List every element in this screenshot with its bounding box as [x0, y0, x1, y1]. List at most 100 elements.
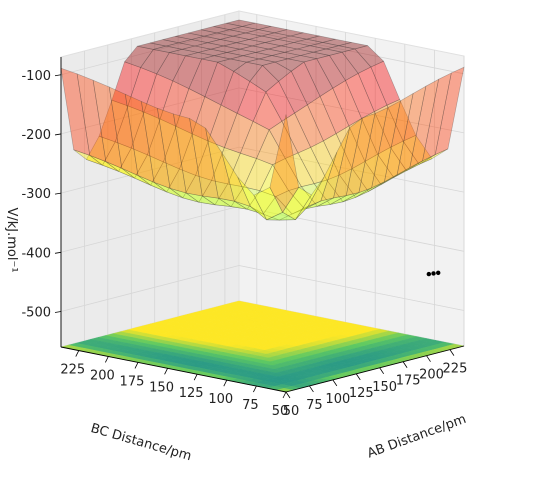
surface-patch: [211, 147, 241, 185]
surface-patch: [294, 104, 324, 148]
surface-patch: [188, 58, 219, 98]
surface-patch: [243, 52, 272, 60]
surface-patch: [163, 125, 193, 170]
ab-tick-mark: [332, 379, 338, 387]
surface-patch: [172, 55, 203, 90]
surface-patch: [169, 48, 199, 57]
surface-patch: [214, 183, 245, 207]
surface-patch: [269, 114, 300, 213]
energy-surface: [60, 19, 465, 221]
surface-patch: [272, 158, 302, 191]
surface-patch: [319, 87, 350, 135]
surface-patch: [166, 42, 195, 50]
surface-patch: [261, 32, 291, 40]
surface-patch: [207, 39, 237, 47]
bc-tick-label: 200: [90, 368, 115, 383]
surface-patch: [204, 32, 234, 40]
ab-tick-mark: [355, 373, 361, 381]
surface-patch: [124, 45, 154, 68]
ab-tick-mark: [426, 355, 431, 362]
surface-patch: [98, 99, 129, 143]
surface-patch: [143, 73, 174, 120]
surface-patch: [358, 107, 389, 194]
surface-patch: [179, 133, 209, 176]
surface-patch: [320, 127, 350, 202]
bc-tick-label: 175: [120, 374, 145, 389]
surface-patch: [351, 161, 382, 192]
surface-patch: [326, 174, 357, 203]
z-tick-mark: [54, 192, 62, 195]
z-tick-mark: [54, 74, 62, 77]
surface-patch: [191, 35, 221, 44]
surface-patch: [307, 95, 337, 142]
surface-patch: [313, 179, 344, 205]
surface-patch: [204, 61, 235, 106]
surface-patch: [335, 125, 366, 170]
surface-patch: [220, 70, 251, 114]
surface-patch: [182, 45, 211, 53]
surface-patch: [396, 85, 427, 176]
surface-patch: [185, 52, 215, 60]
surface-patch: [252, 91, 283, 131]
surface-patch: [328, 51, 359, 81]
surface-patch: [259, 164, 290, 197]
surface-patch: [159, 80, 190, 127]
z-tick-mark: [54, 133, 62, 136]
surface-patch: [348, 118, 378, 162]
surface-patch: [220, 35, 250, 44]
bc-tick-label: 225: [60, 363, 85, 378]
z-grid-line: [60, 87, 465, 135]
surface-patch: [221, 152, 252, 207]
surface-patch: [284, 48, 314, 56]
surface-patch: [198, 180, 229, 206]
surface-patch: [114, 105, 145, 149]
surface-patch: [169, 188, 200, 203]
surface-patch: [207, 104, 238, 148]
surface-patch: [409, 78, 440, 169]
z-tick-mark: [54, 251, 62, 254]
surface-patch: [268, 45, 298, 53]
surface-patch: [223, 42, 253, 50]
surface-patch: [261, 61, 292, 82]
surface-patch: [236, 39, 266, 47]
ab-tick-label: 50: [283, 404, 300, 419]
surface-patch: [338, 42, 368, 50]
surface-patch: [150, 161, 180, 193]
surface-patch: [434, 66, 465, 156]
ab-tick-label: 200: [419, 368, 444, 383]
surface-patch: [297, 147, 328, 185]
surface-patch: [137, 42, 167, 50]
trajectory-point: [426, 271, 432, 277]
surface-patch: [290, 61, 321, 106]
surface-patch: [250, 206, 280, 221]
surface-patch: [316, 55, 346, 89]
surface-patch: [246, 190, 277, 215]
surface-patch: [287, 55, 317, 63]
surface-patch: [389, 140, 420, 172]
surface-patch: [282, 186, 312, 221]
surface-patch: [153, 45, 183, 53]
surface-patch: [342, 187, 372, 203]
surface-patch: [291, 200, 321, 215]
surface-patch: [236, 80, 267, 122]
surface-patch: [357, 66, 388, 113]
surface-patch: [149, 39, 179, 47]
surface-patch: [214, 52, 244, 60]
surface-patch: [309, 42, 339, 50]
surface-patch: [317, 195, 347, 207]
surface-patch: [226, 19, 256, 27]
surface-patch: [173, 113, 203, 197]
surface-patch: [198, 48, 228, 57]
z-tick-labels: -100 -200 -300 -400 -500: [21, 69, 62, 320]
surface-patch: [274, 58, 305, 72]
surface-patch: [229, 26, 259, 34]
surface-patch: [226, 48, 256, 57]
surface-patch: [307, 151, 338, 207]
surface-patch: [290, 32, 320, 40]
surface-patch: [300, 51, 330, 60]
surface-patch: [281, 42, 311, 50]
trajectory-point: [431, 271, 436, 276]
surface-patch: [258, 25, 288, 34]
z-tick-label: -400: [21, 246, 51, 261]
